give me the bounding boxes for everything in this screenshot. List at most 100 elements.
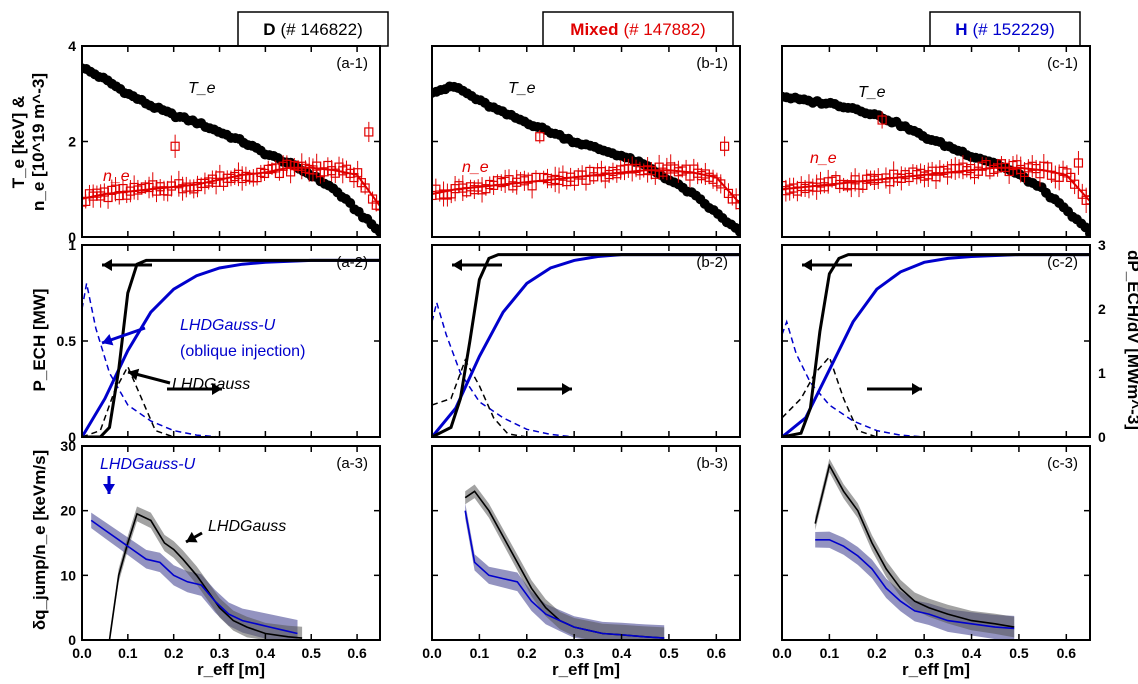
panel-c-1: T_e n_e (c-1) [781,45,1091,238]
lhdgauss-u-arrow [101,326,146,346]
x-tick-label: 0.6 [707,645,727,661]
lhdgauss-u-line [815,539,1015,630]
panel-frame [431,244,741,438]
x-tick-label: 0.4 [256,645,276,661]
right-axis-arrow [867,383,922,395]
ne-point [1069,179,1080,189]
svg-text:Mixed(# 147882): Mixed (# 147882) [570,20,705,39]
title-shot: (# 146822) [281,20,363,39]
y-tick-label: 10 [60,567,76,583]
lhdgauss-u-dpdv-line [782,319,925,437]
ne-label: n_e [810,150,837,167]
lhdgauss-u-band [465,502,665,640]
title-shot: (# 147882) [623,20,705,39]
lhdgauss-u-line [90,519,298,635]
row2-ylabel-right-text: dP_ECH/dV [MWm^-3] [1124,250,1138,430]
ne-point [364,127,374,137]
plot-layer [82,258,380,437]
lhdgauss-u-dpdv-line [432,299,575,437]
te-label: T_e [188,80,216,97]
ne-point [535,132,545,142]
arrow-head [186,531,198,543]
x-tick-label: 0.3 [564,645,584,661]
plot-layer [432,253,740,437]
row2-ylabel-right: dP_ECH/dV [MWm^-3] [1124,250,1138,430]
title-box-h: H (# 152229) [929,11,1081,47]
arrow-head [802,259,812,271]
ne-point [735,200,740,210]
panel-tag: (b-1) [696,55,728,72]
panel-a-1: T_e n_e (a-1) 0 2 4 [68,38,381,245]
title-box-d: D (# 146822) [237,11,389,47]
x-tick-label: 0.0 [422,645,442,661]
lhdgauss-dpdv-line [82,364,174,437]
te-point [375,226,380,237]
y-tick-label: 0 [68,229,76,245]
panel-tag: (b-3) [696,455,728,472]
lhdgauss-label: LHDGauss [172,376,250,393]
lhdgauss-u-arrow [103,476,115,494]
row3-ylabel-text: δq_jump/n_e [keVm/s] [30,450,49,630]
arrow-head [912,383,922,395]
x-tick-label: 0.6 [347,645,367,661]
panel-a-3: LHDGauss-U LHDGauss (a-3) 0.0 0.1 0.2 0.3 0.4 0.… [60,438,381,661]
xlabel-col1: r_eff [m] [197,660,265,679]
lhdgauss-pech-line [82,258,380,437]
ne-point [1073,158,1084,168]
x-tick-label: 0.5 [1009,645,1029,661]
row1-ylabel-line2: n_e [10^19 m^-3] [29,73,48,211]
y-tick-label: 4 [68,38,76,54]
panel-tag: (c-3) [1047,455,1078,472]
left-axis-arrow [102,259,152,271]
plot-layer [782,91,1090,237]
ne-point [719,141,730,151]
lhdgauss-arrow [127,368,171,385]
y2-tick-label: 3 [1098,237,1106,253]
lhdgauss-u-label: LHDGauss-U [100,456,196,473]
x-tick-label: 0.0 [72,645,92,661]
x-tick-label: 0.4 [612,645,632,661]
panel-tag: (a-1) [336,55,368,72]
ne-point [1085,195,1090,205]
left-axis-arrow [802,259,852,271]
lhdgauss-line [108,512,303,640]
arrow-head [212,383,222,395]
plot-layer [814,458,1015,640]
lhdgauss-pech-line [432,253,740,437]
ne-label: n_e [103,168,130,185]
te-point [1085,228,1090,237]
svg-text:D(# 146822): D (# 146822) [263,20,363,39]
x-tick-label: 0.3 [210,645,230,661]
row2-ylabel: P_ECH [MW] [30,289,49,392]
title-shot: (# 152229) [973,20,1055,39]
row2-ylabel-text: P_ECH [MW] [30,289,49,392]
xlabel-col3: r_eff [m] [902,660,970,679]
ne-fit-line [432,169,740,205]
panel-b-3: (b-3) 0.0 0.1 0.2 0.3 0.4 0.5 0.6 [422,445,741,661]
arrow-head [102,334,114,346]
panel-frame [81,445,381,641]
y2-tick-label: 1 [1098,365,1106,381]
plot-layer [90,506,303,640]
x-tick-label: 0.2 [517,645,537,661]
y-tick-label: 1 [68,237,76,253]
ne-point [170,141,180,151]
lhdgauss-u-dpdv-line [82,283,220,437]
plot-layer [464,484,665,640]
arrow-head [452,259,462,271]
panel-frame [431,445,741,641]
y-tick-label: 0 [68,429,76,445]
arrow-head [562,383,572,395]
left-axis-arrow [452,259,502,271]
lhdgauss-arrow [185,531,203,544]
te-point [735,226,740,237]
row1-ylabel: T_e [keV] & n_e [10^19 m^-3] [9,73,48,211]
right-axis-arrow [517,383,572,395]
panel-tag: (a-2) [336,254,368,271]
y2-tick-label: 0 [1098,429,1106,445]
row1-ylabel-line1: T_e [keV] & [9,96,28,189]
right-axis-arrow [167,383,222,395]
x-tick-label: 0.5 [301,645,321,661]
ne-fit-line [782,166,1090,202]
